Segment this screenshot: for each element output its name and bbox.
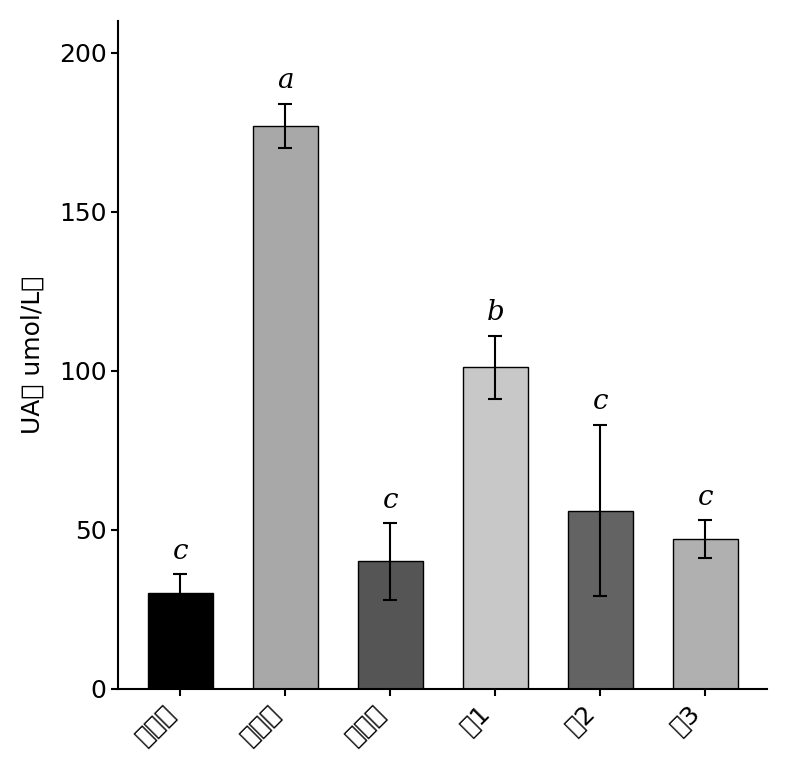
Bar	[148, 593, 213, 688]
Bar	[253, 126, 318, 688]
Text: a: a	[277, 67, 293, 94]
Text: c: c	[382, 487, 398, 514]
Bar	[673, 539, 738, 688]
Text: b: b	[486, 299, 504, 326]
Y-axis label: UA（ umol/L）: UA（ umol/L）	[20, 276, 45, 434]
Text: c: c	[593, 388, 608, 415]
Bar	[358, 561, 423, 688]
Text: c: c	[173, 537, 188, 564]
Text: c: c	[697, 484, 713, 511]
Bar	[567, 511, 633, 688]
Bar	[463, 367, 528, 688]
